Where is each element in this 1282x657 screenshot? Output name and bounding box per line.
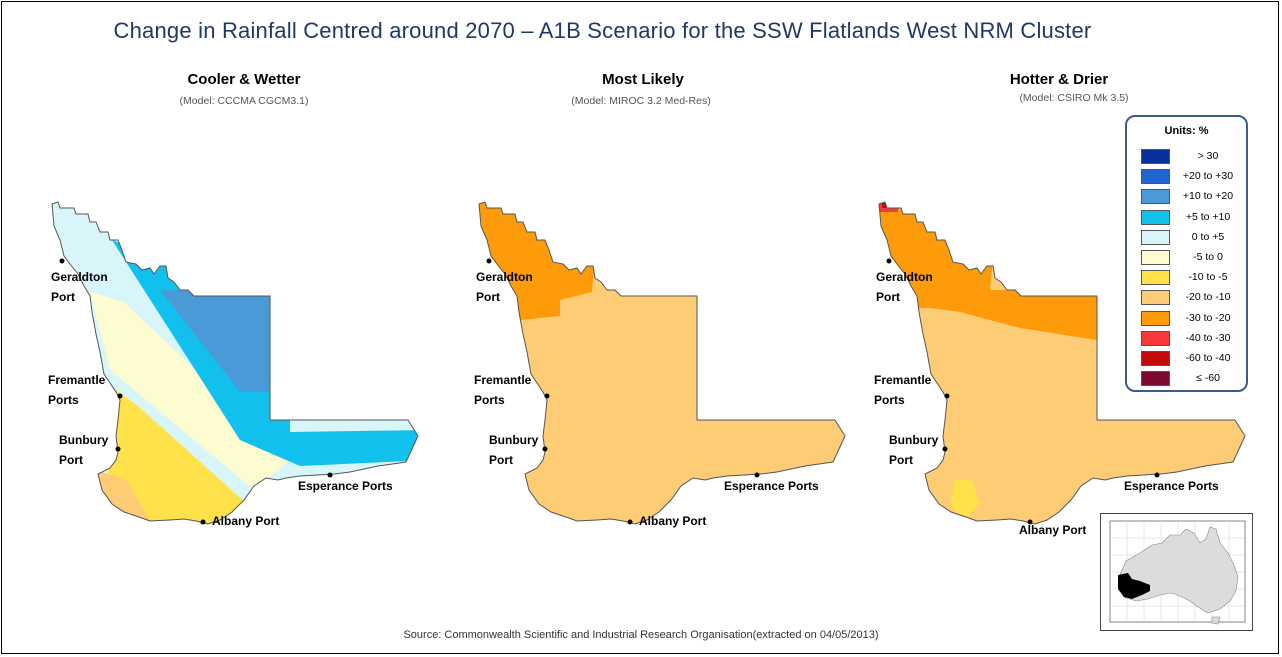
legend-item: +20 to +30: [1141, 169, 1241, 185]
label-geraldton: Geraldton Port: [876, 270, 933, 304]
legend-swatch: [1141, 330, 1170, 346]
legend-title: Units: %: [1164, 125, 1209, 137]
label-bunbury: Bunbury Port: [889, 433, 939, 467]
label-fremantle: Fremantle Ports: [874, 373, 932, 407]
nrm-cluster-highlight: [1118, 573, 1150, 599]
label-esperance: Esperance Ports: [298, 479, 393, 493]
port-markers: [59, 258, 1160, 525]
legend-item: +5 to +10: [1141, 209, 1241, 226]
legend-label: -20 to -10: [1185, 291, 1231, 304]
legend-label: +10 to +20: [1182, 190, 1234, 203]
panel-2-title: Most Likely: [602, 71, 684, 88]
tasmania-shape: [1211, 616, 1221, 625]
figure-title: Change in Rainfall Centred around 2070 –…: [113, 18, 1092, 43]
legend-item: > 30: [1141, 149, 1241, 165]
legend-label: -60 to -40: [1185, 352, 1231, 364]
panel-3-title: Hotter & Drier: [1009, 71, 1109, 88]
legend-label: -30 to -20: [1185, 311, 1231, 324]
label-albany: Albany Port: [1019, 523, 1087, 537]
legend-item: +10 to +20: [1141, 189, 1241, 205]
legend-label: -40 to -30: [1185, 331, 1231, 344]
legend-swatch: [1141, 169, 1170, 185]
legend-swatch: [1141, 229, 1170, 245]
label-geraldton: Geraldton Port: [476, 270, 533, 304]
legend-swatch: [1141, 310, 1170, 326]
panel-1-model: (Model: CCCMA CGCM3.1): [179, 95, 309, 107]
legend-label: 0 to +5: [1191, 230, 1225, 243]
legend-label: ≤ -60: [1196, 372, 1220, 385]
legend-label: +5 to +10: [1185, 210, 1231, 223]
legend-label: -5 to 0: [1193, 251, 1223, 263]
legend-item: ≤ -60: [1141, 371, 1241, 387]
legend-swatch: [1141, 270, 1170, 286]
label-bunbury: Bunbury Port: [59, 433, 109, 467]
legend-label: -10 to -5: [1188, 271, 1228, 284]
legend: Units: % > 30 +20 to +30 +10 to +20 +5 to +…: [1125, 115, 1248, 392]
legend-item: 0 to +5: [1141, 229, 1241, 246]
legend-swatch: [1141, 250, 1170, 265]
legend-label: > 30: [1197, 150, 1219, 162]
legend-swatch: [1141, 209, 1170, 225]
source-note: Source: Commonwealth Scientific and Indu…: [403, 629, 879, 641]
label-esperance: Esperance Ports: [724, 479, 819, 493]
label-bunbury: Bunbury Port: [489, 433, 539, 467]
legend-item: -10 to -5: [1141, 270, 1241, 286]
legend-swatch: [1141, 149, 1170, 164]
label-fremantle: Fremantle Ports: [474, 373, 532, 407]
legend-item: -60 to -40: [1141, 351, 1241, 367]
label-albany: Albany Port: [212, 514, 280, 528]
inset-locator-map: [1100, 513, 1253, 631]
label-albany: Albany Port: [639, 514, 707, 528]
panel-3-model: (Model: CSIRO Mk 3.5): [1019, 92, 1129, 104]
legend-swatch: [1141, 189, 1170, 205]
legend-item: -5 to 0: [1141, 250, 1241, 266]
legend-swatch: [1141, 351, 1170, 366]
legend-swatch: [1141, 290, 1170, 306]
label-geraldton: Geraldton Port: [51, 270, 108, 304]
label-fremantle: Fremantle Ports: [48, 373, 106, 407]
legend-item: -20 to -10: [1141, 290, 1241, 306]
panel-1-title: Cooler & Wetter: [187, 71, 301, 88]
panel-2-model: (Model: MIROC 3.2 Med-Res): [571, 95, 711, 107]
legend-item: -30 to -20: [1141, 310, 1241, 327]
label-esperance: Esperance Ports: [1124, 479, 1219, 493]
legend-swatch: [1141, 371, 1170, 387]
legend-label: +20 to +30: [1182, 170, 1234, 183]
legend-item: -40 to -30: [1141, 330, 1241, 347]
